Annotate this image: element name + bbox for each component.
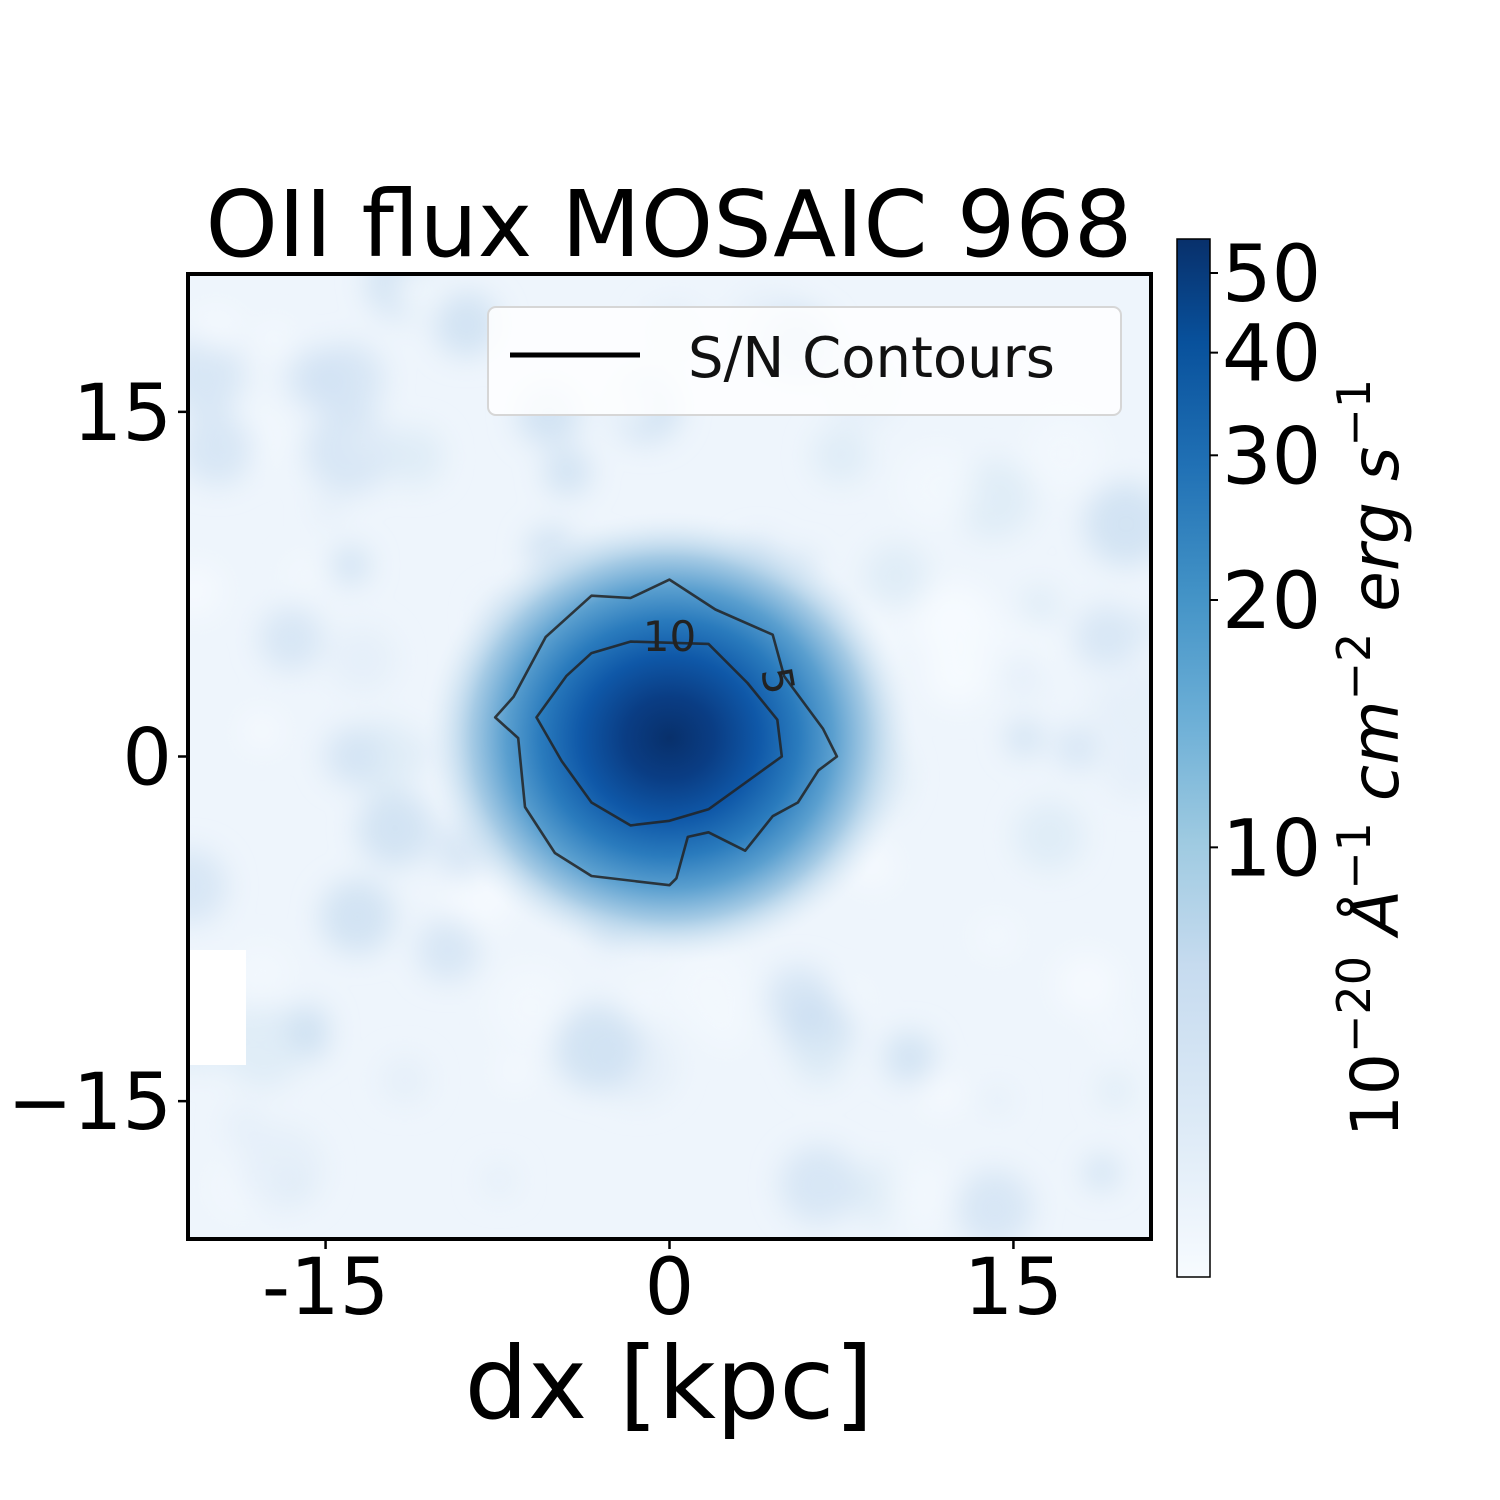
noise-speck bbox=[1006, 720, 1043, 757]
noise-speck bbox=[188, 411, 255, 486]
noise-speck bbox=[864, 543, 929, 607]
noise-speck bbox=[259, 606, 324, 672]
contour-label-10: 10 bbox=[643, 612, 696, 661]
x-axis: -15 0 15 bbox=[262, 1239, 1063, 1333]
noise-speck bbox=[313, 493, 345, 525]
noise-speck bbox=[543, 448, 592, 496]
noise-speck bbox=[188, 564, 223, 618]
cb-label-exp4: −1 bbox=[1327, 379, 1381, 447]
noise-speck bbox=[779, 1145, 858, 1224]
colorbar-label: 10−20 Å−1 cm−2 erg s−1 bbox=[1327, 379, 1414, 1137]
cb-label-exp2: −1 bbox=[1327, 822, 1381, 890]
plot-area: 510 bbox=[188, 274, 1151, 1239]
noise-speck bbox=[973, 913, 1019, 959]
noise-speck bbox=[1055, 725, 1100, 771]
colorbar-tick-label: 20 bbox=[1222, 557, 1321, 647]
noise-speck bbox=[625, 979, 662, 1017]
chart-title: OII flux MOSAIC 968 bbox=[206, 171, 1133, 278]
noise-speck bbox=[238, 1124, 326, 1212]
y-tick-label: −15 bbox=[7, 1058, 172, 1148]
noise-speck bbox=[883, 1031, 936, 1084]
noise-speck bbox=[349, 423, 385, 459]
masked-region bbox=[188, 950, 246, 1065]
noise-speck bbox=[812, 426, 870, 485]
noise-speck bbox=[897, 447, 977, 526]
legend: S/N Contours bbox=[487, 306, 1122, 416]
noise-speck bbox=[999, 653, 1046, 700]
noise-speck bbox=[328, 625, 397, 694]
noise-speck bbox=[489, 964, 572, 1048]
noise-speck bbox=[285, 1004, 330, 1049]
noise-speck bbox=[380, 1056, 430, 1105]
cb-label-unit1: Å bbox=[1337, 890, 1414, 956]
noise-speck bbox=[195, 309, 237, 351]
cb-label-unit3: erg s bbox=[1337, 447, 1414, 633]
x-tick-label: 0 bbox=[645, 1243, 695, 1333]
noise-speck bbox=[285, 555, 325, 595]
cb-label-exp3: −2 bbox=[1327, 633, 1381, 701]
cb-label-unit2: cm bbox=[1337, 701, 1414, 823]
noise-speck bbox=[1014, 800, 1085, 871]
noise-speck bbox=[188, 335, 245, 417]
noise-speck bbox=[499, 1055, 531, 1088]
contour-layer: 510 bbox=[493, 578, 839, 887]
noise-speck bbox=[416, 917, 481, 982]
noise-speck bbox=[1104, 740, 1151, 801]
noise-speck bbox=[921, 1073, 962, 1114]
noise-speck bbox=[1056, 953, 1118, 1015]
noise-speck bbox=[1074, 605, 1139, 670]
noise-speck bbox=[395, 274, 445, 315]
noise-speck bbox=[956, 1169, 1034, 1239]
noise-speck bbox=[667, 946, 752, 1031]
noise-speck bbox=[1091, 661, 1151, 748]
colorbar-tick-label: 50 bbox=[1222, 230, 1321, 320]
noise-speck bbox=[793, 1035, 845, 1087]
x-tick-label: 15 bbox=[964, 1243, 1063, 1333]
noise-speck bbox=[331, 545, 370, 585]
noise-speck bbox=[323, 726, 382, 786]
noise-speck bbox=[1084, 1155, 1120, 1191]
noise-speck bbox=[384, 426, 445, 487]
contour-line-10 bbox=[535, 640, 784, 827]
noise-speck bbox=[1098, 1073, 1133, 1108]
noise-speck bbox=[924, 647, 982, 704]
cb-label-exp1: −20 bbox=[1327, 956, 1381, 1053]
noise-speck bbox=[188, 848, 228, 925]
colorbar-tick-label: 40 bbox=[1222, 310, 1321, 400]
source-emission bbox=[421, 510, 918, 966]
colorbar-tick-label: 30 bbox=[1222, 412, 1321, 502]
x-axis-label: dx [kpc] bbox=[465, 1325, 874, 1442]
noise-speck bbox=[1025, 413, 1105, 494]
noise-speck bbox=[1095, 1015, 1129, 1050]
cb-label-base: 10 bbox=[1337, 1053, 1414, 1137]
noise-speck bbox=[242, 711, 281, 750]
legend-box bbox=[487, 306, 1122, 416]
x-tick-label: -15 bbox=[262, 1243, 389, 1333]
noise-speck bbox=[433, 291, 500, 358]
noise-speck bbox=[885, 1160, 955, 1230]
y-tick-label: 0 bbox=[122, 714, 172, 804]
noise-speck bbox=[233, 945, 290, 1003]
noise-speck bbox=[1084, 482, 1151, 567]
colorbar-tick-label: 10 bbox=[1222, 804, 1321, 894]
noise-speck bbox=[912, 582, 992, 662]
noise-speck bbox=[982, 1085, 1013, 1116]
legend-label: S/N Contours bbox=[688, 326, 1055, 391]
noise-speck bbox=[1020, 585, 1060, 625]
noise-speck bbox=[259, 324, 289, 354]
noise-speck bbox=[310, 342, 385, 418]
colorbar-gradient bbox=[1176, 238, 1211, 1278]
noise-speck bbox=[554, 1004, 641, 1091]
noise-speck bbox=[357, 791, 434, 868]
noise-speck bbox=[481, 1162, 517, 1199]
noise-speck bbox=[319, 879, 395, 955]
y-axis: 15 0 −15 bbox=[7, 369, 188, 1148]
contour-line-5 bbox=[493, 578, 839, 887]
y-tick-label: 15 bbox=[73, 369, 172, 459]
